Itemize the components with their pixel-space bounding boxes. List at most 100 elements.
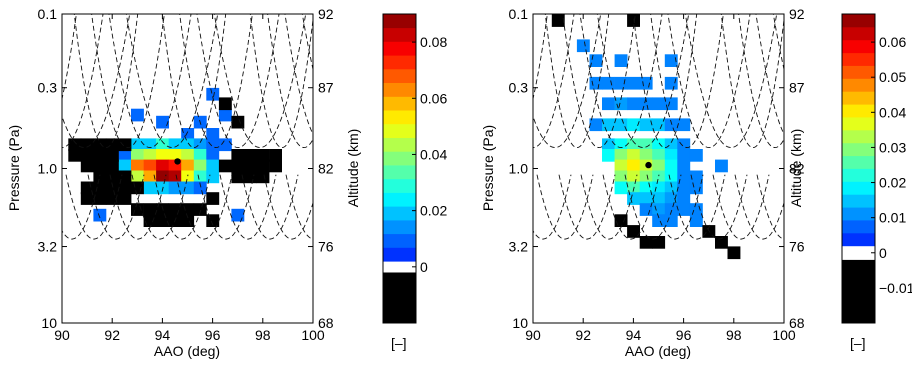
heatmap-cell [689, 170, 703, 184]
x-tick-label: 98 [255, 327, 271, 343]
heatmap-cell [131, 203, 144, 216]
colorbar-segment [842, 259, 875, 323]
heatmap-cell [639, 97, 653, 111]
colorbar-segment [383, 261, 416, 273]
heatmap-cell [231, 159, 245, 173]
trajectory-curve [62, 174, 101, 240]
y2-tick-label: 82 [789, 161, 805, 177]
colorbar-tick-label: 0.03 [879, 139, 906, 155]
heatmap-cell [614, 76, 628, 90]
y2-axis-label-right: Altitude (km) [788, 129, 804, 208]
heatmap-cell [551, 14, 565, 27]
trajectory-curve-set [62, 14, 313, 240]
colorbar-segment [383, 55, 416, 70]
colorbar-segment [383, 82, 416, 97]
colorbar-segment [842, 65, 875, 79]
heatmap-cell [181, 138, 195, 152]
heatmap-cell [652, 159, 666, 173]
x-tick-label: 90 [525, 327, 541, 343]
heatmap-cell [614, 54, 628, 67]
heatmap-cell [218, 97, 232, 111]
heatmap-cell [231, 115, 245, 129]
heatmap-cell [269, 149, 282, 162]
y2-ticks-left: 92 87 82 76 68 [318, 6, 334, 331]
x-ticks-right: 90 92 94 96 98 100 [525, 14, 796, 343]
heatmap-cell [627, 170, 640, 184]
y2-tick-label: 92 [318, 6, 334, 22]
trajectory-curve [650, 14, 724, 148]
heatmap-cell [156, 159, 169, 173]
x-tick-label: 94 [155, 327, 171, 343]
colorbar-tick-label: 0.06 [420, 90, 447, 106]
heatmap-cell [181, 203, 195, 216]
trajectory-curve [267, 14, 313, 148]
heatmap-cell [156, 214, 169, 227]
heatmap-cell [652, 192, 666, 205]
heatmap-cell [664, 118, 678, 132]
trajectory-curve [108, 14, 192, 149]
heatmap-cell [664, 138, 678, 152]
y2-tick-label: 68 [789, 315, 805, 331]
heatmap-cell [131, 138, 144, 152]
colorbar-unit-left: [–] [391, 335, 407, 351]
heatmap-cell [118, 159, 132, 173]
colorbar-tick-label: 0.08 [420, 34, 447, 50]
heatmap-cell [589, 118, 603, 132]
heatmap-cell [156, 170, 169, 184]
heatmap-cell [118, 149, 132, 162]
heatmap-cell [652, 149, 666, 162]
x-tick-label: 96 [205, 327, 221, 343]
y2-tick-label: 68 [318, 315, 334, 331]
heatmap-cell [131, 108, 144, 122]
colorbar-segment [842, 14, 875, 28]
colorbar-segment [842, 129, 875, 144]
trajectory-curve [536, 174, 594, 240]
heatmap-cell [652, 214, 666, 227]
colorbar-segment [383, 151, 416, 166]
y-tick-label: 1.0 [509, 161, 529, 177]
heatmap-cell [664, 54, 678, 67]
heatmap-cell [614, 181, 628, 195]
heatmap-cell [614, 118, 628, 132]
x-tick-label: 100 [301, 327, 325, 343]
trajectory-curve [285, 174, 313, 240]
heatmap-cell [639, 203, 653, 216]
heatmap-cell [602, 97, 615, 111]
heatmap-cell [627, 138, 640, 152]
heatmap-cell [614, 149, 628, 162]
heatmap-cell [105, 149, 119, 162]
heatmap-cell [143, 159, 157, 173]
colorbar-tick-label: 0.01 [879, 210, 906, 226]
trajectory-curve [602, 174, 660, 240]
y2-tick-label: 92 [789, 6, 805, 22]
trajectory-curve [65, 174, 123, 240]
colorbar-segment [842, 91, 875, 105]
heatmap-cell [614, 214, 628, 227]
heatmap-cell [80, 149, 94, 162]
heatmap-cell [677, 181, 691, 195]
colorbar-segment [383, 137, 416, 152]
y-tick-label: 3.2 [38, 239, 58, 255]
colorbar-segment [383, 68, 416, 83]
heatmap-cell [118, 170, 132, 184]
heatmap-cell [143, 203, 157, 216]
colorbar-tick-label: 0.02 [879, 175, 906, 191]
colorbar-segment [383, 178, 416, 193]
heatmap-cell [193, 159, 207, 173]
heatmap-cell [664, 149, 678, 162]
y2-tick-label: 87 [318, 80, 334, 96]
heatmap-cell [181, 214, 195, 227]
colorbar-segment [842, 194, 875, 208]
heatmap-cell [652, 203, 666, 216]
colorbar-segment [842, 168, 875, 182]
trajectory-curve [249, 14, 313, 148]
trajectory-curve [213, 14, 307, 149]
y-axis-label-left: Pressure (Pa) [6, 125, 22, 211]
trajectory-curve [720, 14, 784, 148]
trajectory-curve [596, 14, 690, 149]
heatmap-cell [664, 203, 678, 216]
x-tick-label: 98 [726, 327, 742, 343]
y2-tick-label: 82 [318, 161, 334, 177]
colorbar-segment [383, 233, 416, 248]
heatmap-cell [131, 159, 144, 173]
